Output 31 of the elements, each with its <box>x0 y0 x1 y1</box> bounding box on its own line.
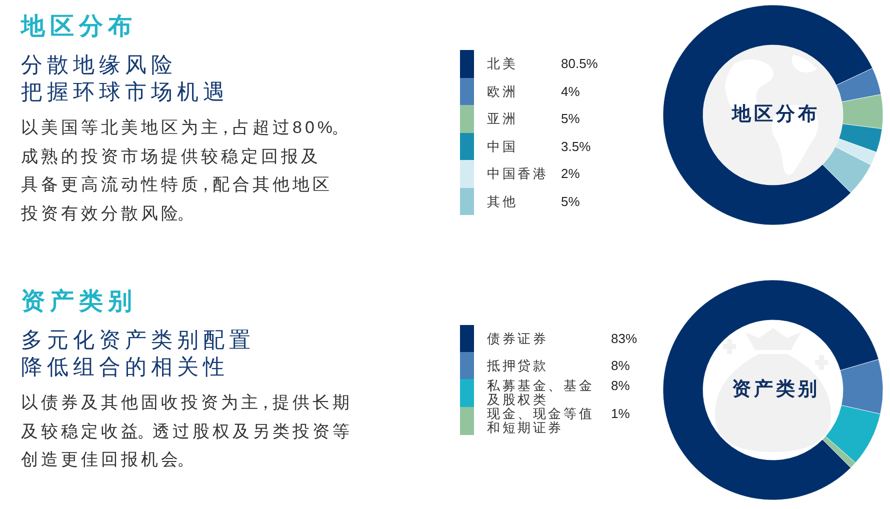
legend-label: 北美 <box>487 55 519 74</box>
legend-label: 债券证券 <box>487 330 550 348</box>
data-label: 8% <box>611 357 630 375</box>
text: 把握环球市场机遇 <box>21 78 229 105</box>
legend-label: 亚洲 <box>487 110 519 128</box>
data-label: 80.5% <box>561 55 598 74</box>
legend-label: 中国 <box>487 138 519 156</box>
text: 多元化资产类别配置 <box>21 327 255 354</box>
legend-label: 欧洲 <box>487 82 519 101</box>
text: 地区分布 <box>21 12 137 42</box>
data-label: 3.5% <box>561 138 591 156</box>
text: 以债券及其他固收投资为主，提供长期及较稳定收益。透过股权及另类投资等创造更佳回报机会。 <box>21 393 352 469</box>
text: 分散地缘风险 <box>21 52 178 78</box>
text: 成熟的投资市场提供较稳定回报及具备更高流动性特质，配合其他地区投资有效分散风险。 <box>21 146 332 222</box>
text: 地区分布 <box>730 103 821 127</box>
data-label: 8% <box>611 379 630 395</box>
legend-label: 其他 <box>487 192 519 211</box>
data-label: 5% <box>561 110 580 128</box>
legend-label: 中国香港 <box>487 165 549 184</box>
text: 资产类别 <box>731 378 821 402</box>
data-label: 5% <box>561 192 580 211</box>
text: 资产类别 <box>21 287 137 317</box>
data-label: 83% <box>611 330 638 348</box>
data-label: 2% <box>561 165 580 184</box>
legend-label: 现金、现金等值和短期证券 <box>487 407 596 435</box>
text: 以美国等北美地区为主，占超过80%。 <box>21 117 352 139</box>
data-label: 4% <box>561 82 580 101</box>
data-label: 1% <box>611 407 630 423</box>
text: 降低组合的相关性 <box>21 354 230 380</box>
legend-label: 私募基金、基金及股权类 <box>487 379 596 407</box>
legend-label: 抵押贷款 <box>487 357 550 375</box>
